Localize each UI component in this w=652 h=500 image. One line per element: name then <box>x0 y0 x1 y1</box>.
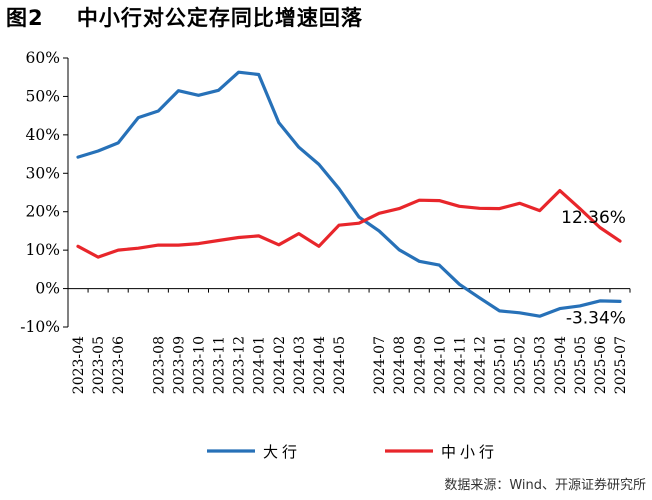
x-tick-label: 2023-12 <box>232 336 248 394</box>
x-tick-label: 2023-09 <box>171 336 187 394</box>
x-tick-label: 2024-04 <box>312 336 328 394</box>
x-tick-label: 2024-09 <box>412 336 428 394</box>
series-line <box>76 70 622 318</box>
x-tick-label: 2024-05 <box>332 336 348 394</box>
x-tick-label: 2024-02 <box>272 336 288 394</box>
x-tick-label: 2024-01 <box>252 336 268 394</box>
data-label: 12.36% <box>561 208 626 228</box>
y-tick-label: 50% <box>26 87 60 105</box>
x-tick-label: 2023-06 <box>111 336 127 394</box>
y-tick-labels: -10% 0% 10% 20% 30% 40% 50% 60% <box>20 49 60 336</box>
x-tick-label: 2024-10 <box>432 336 448 394</box>
legend-label: 大行 <box>263 443 301 461</box>
legend-label: 中小行 <box>441 443 498 461</box>
x-tick-label: 2025-01 <box>493 336 509 394</box>
x-tick-label: 2023-04 <box>71 336 87 394</box>
y-tick-label: 60% <box>26 49 60 67</box>
x-tick-label: 2025-04 <box>553 336 569 394</box>
data-label: -3.34% <box>566 308 626 328</box>
y-tick-label: 10% <box>26 241 60 259</box>
y-tick-label: 20% <box>26 203 60 221</box>
y-tick-label: 40% <box>26 126 60 144</box>
y-tick-label: -10% <box>20 318 60 336</box>
data-annotations: 12.36% -3.34% <box>561 208 626 328</box>
x-tick-label: 2025-03 <box>533 336 549 394</box>
chart-axes <box>63 57 631 328</box>
series-line <box>76 189 622 259</box>
x-tick-label: 2024-12 <box>472 336 488 394</box>
x-tick-label: 2023-05 <box>91 336 107 394</box>
x-tick-label: 2025-06 <box>593 336 609 394</box>
x-tick-labels: 2023-04 2023-05 2023-06 2023-08 2023-09 2023-… <box>71 336 629 394</box>
x-tick-label: 2023-11 <box>212 336 228 394</box>
x-tick-label: 2024-03 <box>292 336 308 394</box>
series-lines <box>76 70 622 318</box>
x-tick-label: 2025-02 <box>513 336 529 394</box>
figure-title: 图2 中小行对公定存同比增速回落 <box>6 6 363 30</box>
x-tick-label: 2024-11 <box>452 336 468 394</box>
y-tick-label: 30% <box>26 164 60 182</box>
x-tick-label: 2023-10 <box>191 336 207 394</box>
x-tick-label: 2024-08 <box>392 336 408 394</box>
x-tick-label: 2023-08 <box>151 336 167 394</box>
legend: 大行 中小行 <box>207 443 498 461</box>
source-note: 数据来源：Wind、开源证券研究所 <box>444 478 646 493</box>
x-tick-label: 2025-05 <box>573 336 589 394</box>
y-tick-label: 0% <box>35 280 60 298</box>
x-tick-label: 2024-07 <box>372 336 388 394</box>
x-tick-label: 2025-07 <box>613 336 629 394</box>
